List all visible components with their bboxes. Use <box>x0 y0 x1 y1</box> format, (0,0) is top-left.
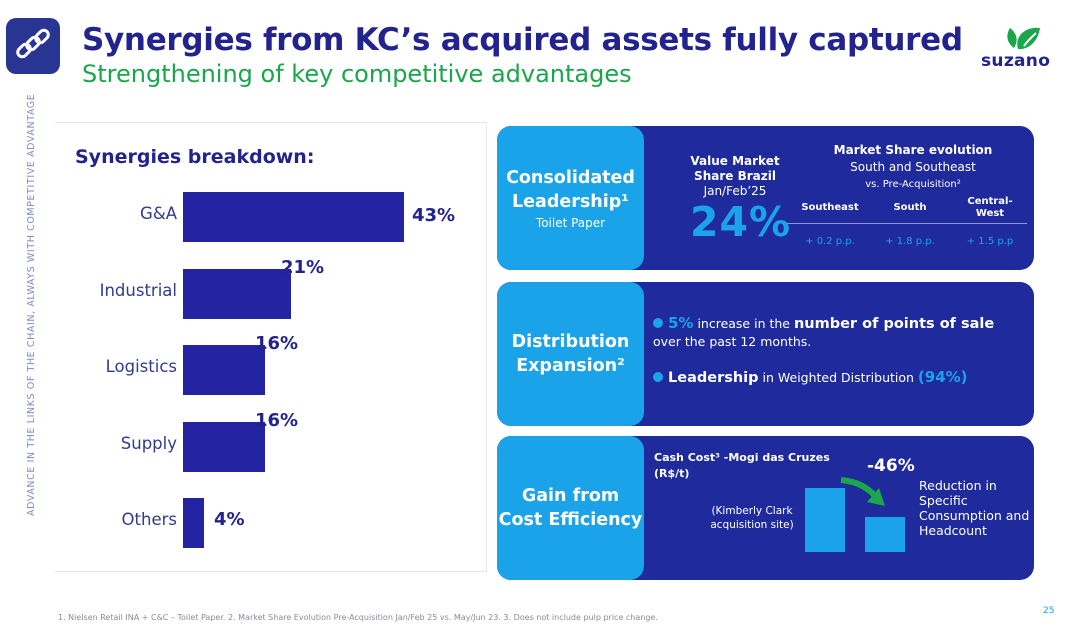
region-south-label: South <box>893 202 927 213</box>
leadership-subhead: Toilet Paper <box>535 216 606 230</box>
region-south-value: + 1.8 p.p. <box>885 236 935 247</box>
suzano-logo-icon <box>1007 27 1040 50</box>
side-tagline: advance in the links of the chain, alway… <box>26 93 37 516</box>
page-number: 25 <box>1043 606 1055 616</box>
distribution-head-line2: Expansion² <box>516 356 625 376</box>
bullet-dot-icon <box>653 372 663 382</box>
mse-title-line1: Market Share evolution <box>833 143 993 157</box>
card-leadership-label: Consolidated Leadership¹ Toilet Paper <box>497 126 644 270</box>
bar-label-industrial: Industrial <box>99 280 177 300</box>
arrow-down-right-icon <box>840 477 885 506</box>
cost-head-line2: Cost Efficiency <box>498 510 643 530</box>
footnote: 1. Nielsen Retail INA + C&C – Toilet Pap… <box>58 613 658 622</box>
region-southeast-value: + 0.2 p.p. <box>805 236 855 247</box>
table-divider <box>787 223 1027 224</box>
card-distribution-label: Distribution Expansion² <box>497 282 644 426</box>
bullet1-bold: number of points of sale <box>793 316 995 332</box>
bar-label-supply: Supply <box>120 433 177 453</box>
bullet2-bold: Leadership <box>668 370 759 386</box>
cash-cost-line2: (R$/t) <box>654 467 690 480</box>
bullet1-text-b: over the past 12 months. <box>653 334 812 349</box>
reduction-note: Reduction in Specific Consumption and He… <box>919 478 1030 538</box>
bullet-weighted-distribution: Leadership in Weighted Distribution (94%… <box>653 368 1023 387</box>
vms-line3: Jan/Feb’25 <box>703 184 767 198</box>
weighted-distribution-value: (94%) <box>917 368 968 386</box>
bar-supply <box>183 421 265 472</box>
breakdown-title: Synergies breakdown: <box>75 146 315 168</box>
region-central-west-value: + 1.5 p.p <box>966 236 1014 247</box>
page-title: Synergies from KC’s acquired assets full… <box>82 22 963 58</box>
bullet2-text: in Weighted Distribution <box>758 370 918 385</box>
market-share-value: 24% <box>690 198 792 246</box>
bar-value-g-a: 43% <box>412 205 456 226</box>
cost-head-line1: Gain from <box>521 486 620 506</box>
market-share-evolution-title: Market Share evolution South and Southea… <box>815 142 1011 193</box>
kc-note-line1: (Kimberly Clark <box>711 505 793 517</box>
mse-title-line3: vs. Pre-Acquisition² <box>865 179 961 190</box>
breakdown-panel <box>55 122 487 572</box>
cash-cost-line1: Cash Cost³ -Mogi das Cruzes <box>654 451 830 464</box>
distribution-head-line1: Distribution <box>511 332 630 352</box>
bar-value-industrial: 21% <box>281 256 325 278</box>
region-central-west-label: Central- West <box>953 196 1027 220</box>
cash-cost-change: -46% <box>867 456 915 476</box>
bar-label-others: Others <box>121 510 177 529</box>
card-distribution-expansion: Distribution Expansion² 5% increase in t… <box>497 282 1034 426</box>
bar-others <box>183 498 204 548</box>
chain-link-icon <box>6 18 60 74</box>
logo-text: suzano <box>981 51 1051 71</box>
kimberly-clark-note: (Kimberly Clark acquisition site) <box>702 504 802 532</box>
cash-cost-bar-before <box>805 488 845 552</box>
region-central-west-line2: West <box>975 208 1005 219</box>
bar-value-supply: 16% <box>255 409 299 431</box>
bar-value-logistics: 16% <box>255 333 299 354</box>
card-cost-efficiency: Gain from Cost Efficiency Cash Cost³ -Mo… <box>497 436 1034 580</box>
leadership-head-line1: Consolidated <box>506 168 635 188</box>
bullet-dot-icon <box>653 318 663 328</box>
mse-title-line2: South and Southeast <box>850 160 976 174</box>
bar-label-g-a: G&A <box>140 204 177 223</box>
bar-industrial <box>183 268 291 319</box>
bar-g-a <box>183 192 404 242</box>
bar-value-others: 4% <box>214 509 245 530</box>
region-central-west-line1: Central- <box>967 196 1013 207</box>
bullet-points-of-sale: 5% increase in the number of points of s… <box>653 314 1023 351</box>
bar-logistics <box>183 345 265 395</box>
value-market-share-label: Value Market Share Brazil Jan/Feb’25 <box>675 154 795 199</box>
cash-cost-bar-after <box>865 517 905 552</box>
card-cost-label: Gain from Cost Efficiency <box>497 436 644 580</box>
vms-line1: Value Market <box>690 154 780 168</box>
bullet1-text-a: increase in the <box>693 316 794 331</box>
vms-line2: Share Brazil <box>694 169 776 183</box>
leadership-head-line2: Leadership¹ <box>512 192 629 212</box>
region-southeast-label: Southeast <box>801 202 859 213</box>
page-subtitle: Strengthening of key competitive advanta… <box>82 60 632 88</box>
card-consolidated-leadership: Consolidated Leadership¹ Toilet Paper Va… <box>497 126 1034 270</box>
cash-cost-title: Cash Cost³ -Mogi das Cruzes (R$/t) <box>654 450 830 482</box>
kc-note-line2: acquisition site) <box>710 519 794 531</box>
bar-label-logistics: Logistics <box>105 357 177 376</box>
points-of-sale-increase: 5% <box>668 314 694 332</box>
